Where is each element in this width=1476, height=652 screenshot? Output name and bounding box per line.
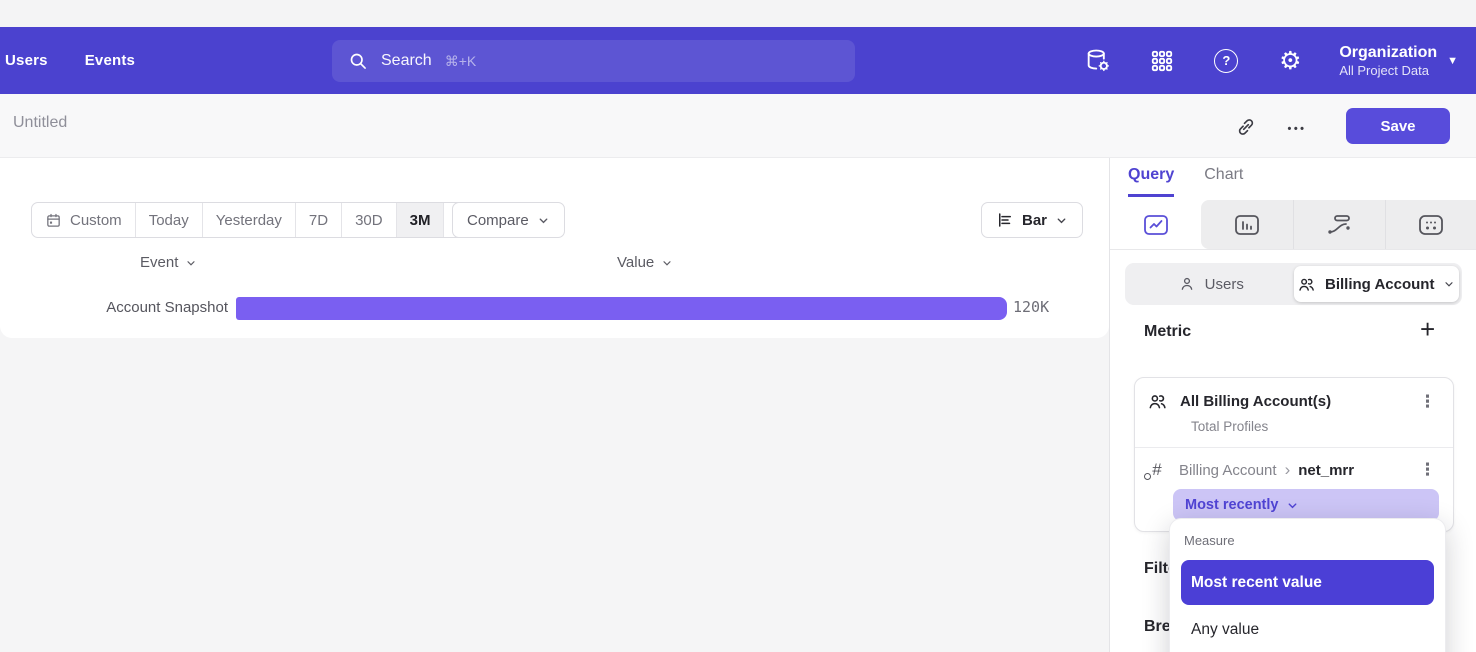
measure-option-most-recent[interactable]: Most recent value <box>1181 560 1434 605</box>
tab-query[interactable]: Query <box>1128 166 1175 197</box>
save-button[interactable]: Save <box>1346 108 1450 144</box>
metric-menu-icon[interactable]: ⋮ <box>1419 391 1436 412</box>
insights-tab[interactable] <box>1110 200 1202 249</box>
chart-bar-row: Account Snapshot 120K <box>0 296 1109 322</box>
bar-segment[interactable] <box>236 297 1007 320</box>
retention-tab[interactable] <box>1384 200 1476 249</box>
funnel-bars-icon <box>1234 214 1259 235</box>
chart-type-button[interactable]: Bar <box>981 202 1084 238</box>
search-input[interactable]: Search ⌘+K <box>332 40 855 82</box>
date-range-control: Custom Today Yesterday 7D 30D 3M 12M <box>31 202 501 238</box>
measure-option-any-value[interactable]: Any value <box>1191 620 1260 638</box>
aggregation-dropdown[interactable]: Most recently <box>1173 489 1439 521</box>
property-group-label[interactable]: Billing Account <box>1179 461 1277 479</box>
bar-chart-icon <box>996 211 1014 229</box>
breadcrumb-chevron-icon: › <box>1284 460 1291 479</box>
chevron-down-icon <box>1057 217 1066 223</box>
line-chart-icon <box>1143 214 1168 235</box>
chevron-down-icon <box>663 260 671 266</box>
query-builder-panel: Query Chart <box>1109 158 1476 652</box>
event-column-dropdown[interactable]: Event <box>140 254 197 271</box>
chevron-down-icon <box>1289 502 1297 508</box>
metric-event-name[interactable]: All Billing Account(s) <box>1180 393 1332 410</box>
metric-measure-label[interactable]: Total Profiles <box>1191 419 1269 434</box>
funnels-tab[interactable] <box>1201 200 1293 249</box>
range-7d-button[interactable]: 7D <box>294 203 341 237</box>
org-switcher[interactable]: Organization All Project Data ▼ <box>1339 43 1458 79</box>
retention-grid-icon <box>1419 214 1444 235</box>
value-column-dropdown[interactable]: Value <box>617 254 673 271</box>
report-title[interactable]: Untitled <box>13 114 68 131</box>
range-today-button[interactable]: Today <box>134 203 202 237</box>
analysis-type-tabs <box>1110 200 1476 250</box>
entity-toggle: Users Billing Account <box>1125 263 1462 305</box>
entity-users-option[interactable]: Users <box>1128 266 1294 302</box>
tab-chart[interactable]: Chart <box>1204 166 1244 183</box>
more-options-icon[interactable]: ••• <box>1287 123 1307 135</box>
search-placeholder: Search <box>381 52 432 69</box>
nav-events-link[interactable]: Events <box>84 52 136 69</box>
people-icon <box>1299 278 1314 291</box>
add-metric-button[interactable]: + <box>1420 314 1436 344</box>
report-header: Untitled ••• Save <box>0 94 1476 158</box>
settings-gear-icon[interactable]: ⚙ <box>1279 46 1302 75</box>
chart-area: Custom Today Yesterday 7D 30D 3M 12M Com… <box>0 158 1109 338</box>
measure-dropdown-menu: Measure Most recent value Any value <box>1169 518 1446 652</box>
numeric-time-property-icon: # <box>1144 460 1167 480</box>
measure-menu-title: Measure <box>1184 533 1235 548</box>
people-icon <box>1149 395 1166 409</box>
metric-card: All Billing Account(s) ⋮ Total Profiles … <box>1134 377 1454 532</box>
range-yesterday-button[interactable]: Yesterday <box>201 203 295 237</box>
copy-link-icon[interactable] <box>1235 116 1257 138</box>
help-icon[interactable]: ? <box>1211 46 1241 76</box>
entity-billing-account-option[interactable]: Billing Account <box>1293 266 1459 302</box>
panel-tabs: Query Chart <box>1128 166 1243 197</box>
chevron-down-icon <box>1445 282 1454 287</box>
org-name: Organization <box>1339 43 1438 61</box>
search-shortcut: ⌘+K <box>444 52 477 69</box>
apps-grid-icon[interactable] <box>1147 46 1177 76</box>
bar-category-label: Account Snapshot <box>106 299 228 316</box>
flows-tab[interactable] <box>1292 200 1385 249</box>
search-icon <box>348 51 368 71</box>
metric-section-title: Metric <box>1144 323 1192 340</box>
card-divider <box>1135 447 1453 448</box>
calendar-icon <box>45 212 62 229</box>
top-navbar: Users Events Search ⌘+K <box>0 27 1476 94</box>
person-icon <box>1181 277 1192 290</box>
compare-button[interactable]: Compare <box>452 202 565 238</box>
range-3m-button[interactable]: 3M <box>395 203 444 237</box>
chevron-down-icon: ▼ <box>1447 54 1458 67</box>
nav-users-link[interactable]: Users <box>5 52 48 69</box>
data-management-icon[interactable] <box>1083 46 1113 76</box>
flows-icon <box>1328 214 1351 234</box>
bar-value-label: 120K <box>1013 298 1050 316</box>
range-custom-button[interactable]: Custom <box>32 203 135 237</box>
project-name: All Project Data <box>1339 62 1429 78</box>
window-chrome-strip <box>0 0 1476 27</box>
property-name-label[interactable]: net_mrr <box>1298 461 1355 479</box>
chevron-down-icon <box>539 217 548 223</box>
nav-right-actions: ? ⚙ Organization All Project Data ▼ <box>1083 27 1458 94</box>
nav-links: Users Events <box>5 27 135 94</box>
chevron-down-icon <box>187 260 195 266</box>
range-30d-button[interactable]: 30D <box>341 203 396 237</box>
property-menu-icon[interactable]: ⋮ <box>1419 460 1436 480</box>
